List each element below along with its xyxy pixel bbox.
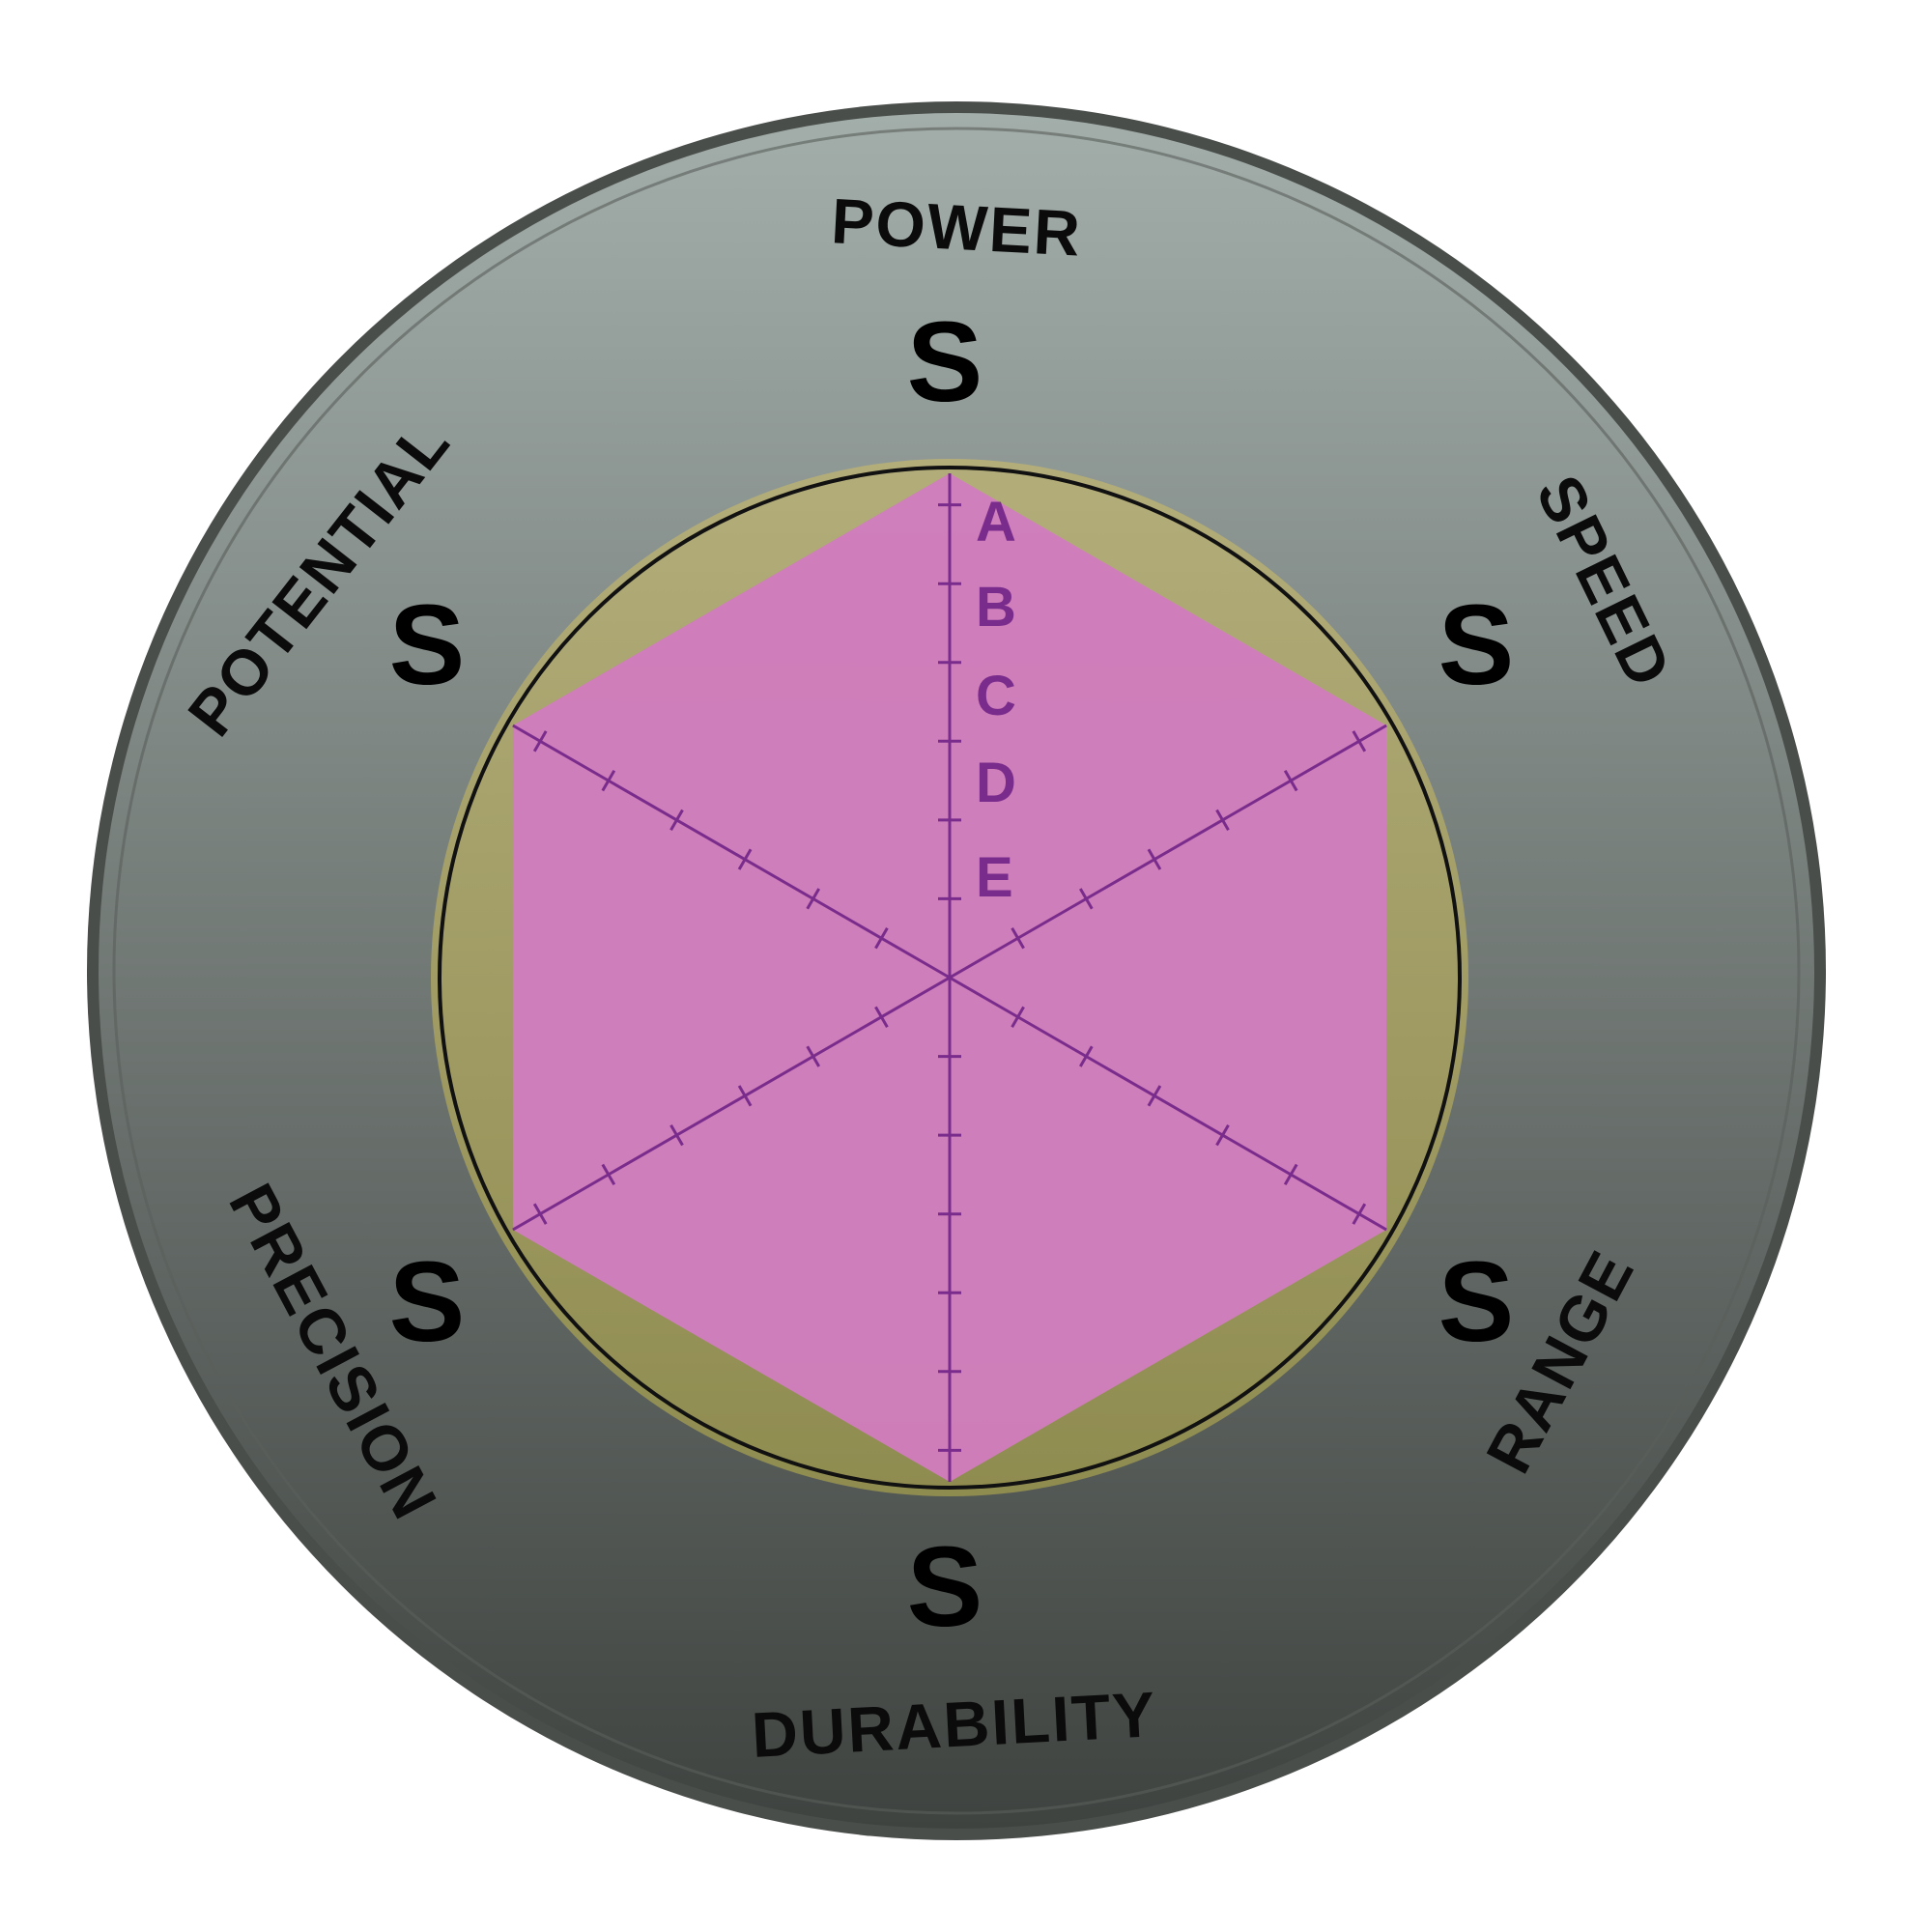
radar-tick-precision-5: [601, 1163, 616, 1186]
radar-axis-potential: [512, 724, 951, 980]
radar-tick-range-1: [1011, 1006, 1025, 1028]
scale-labels: A B C D E: [976, 491, 1016, 909]
radar-tick-potential-6: [532, 730, 548, 753]
radar-tick-precision-6: [532, 1203, 548, 1225]
radar-tick-potential-1: [874, 927, 889, 950]
scale-label-a: A: [976, 491, 1016, 554]
radar-tick-range-2: [1079, 1045, 1094, 1067]
radar-tick-speed-5: [1283, 769, 1298, 792]
radar-axis-range: [949, 976, 1387, 1232]
radar-axis-precision: [512, 976, 951, 1232]
radar-tick-potential-5: [601, 769, 616, 792]
outer-ring-inner-edge: [112, 127, 1801, 1815]
inner-disc-border: [438, 466, 1462, 1490]
stat-grade-speed: S: [1438, 582, 1515, 709]
stat-grade-potential: S: [389, 582, 466, 709]
stat-name-power: POWER: [830, 185, 1084, 269]
radar-tick-speed-1: [1011, 927, 1025, 950]
stat-grade-range: S: [1438, 1238, 1515, 1366]
radar-ticks: [532, 503, 1367, 1452]
radar-tick-precision-2: [806, 1045, 820, 1067]
radar-tick-speed-2: [1079, 888, 1094, 910]
scale-label-c: C: [976, 665, 1016, 727]
radar-axes: [512, 473, 1387, 1482]
radar-axis-speed: [949, 724, 1387, 980]
radar-tick-speed-6: [1352, 730, 1367, 753]
scale-label-b: B: [976, 576, 1016, 639]
radar-tick-speed-3: [1147, 848, 1162, 870]
scale-label-e: E: [976, 846, 1013, 909]
radar-tick-speed-4: [1215, 809, 1230, 832]
stat-grade-durability: S: [907, 1523, 983, 1651]
radar-tick-range-3: [1147, 1085, 1162, 1107]
radar-tick-potential-2: [806, 888, 820, 910]
radar-tick-range-5: [1283, 1163, 1298, 1186]
stat-grade-power: S: [907, 298, 983, 426]
radar-tick-range-4: [1215, 1123, 1230, 1147]
radar-tick-range-6: [1352, 1203, 1367, 1225]
stat-grade-precision: S: [389, 1238, 466, 1366]
radar-tick-potential-3: [737, 848, 753, 870]
radar-tick-precision-1: [874, 1006, 889, 1028]
scale-label-d: D: [976, 752, 1016, 814]
radar-tick-potential-4: [669, 809, 684, 832]
radar-tick-precision-4: [669, 1123, 684, 1147]
radar-tick-precision-3: [737, 1085, 753, 1107]
